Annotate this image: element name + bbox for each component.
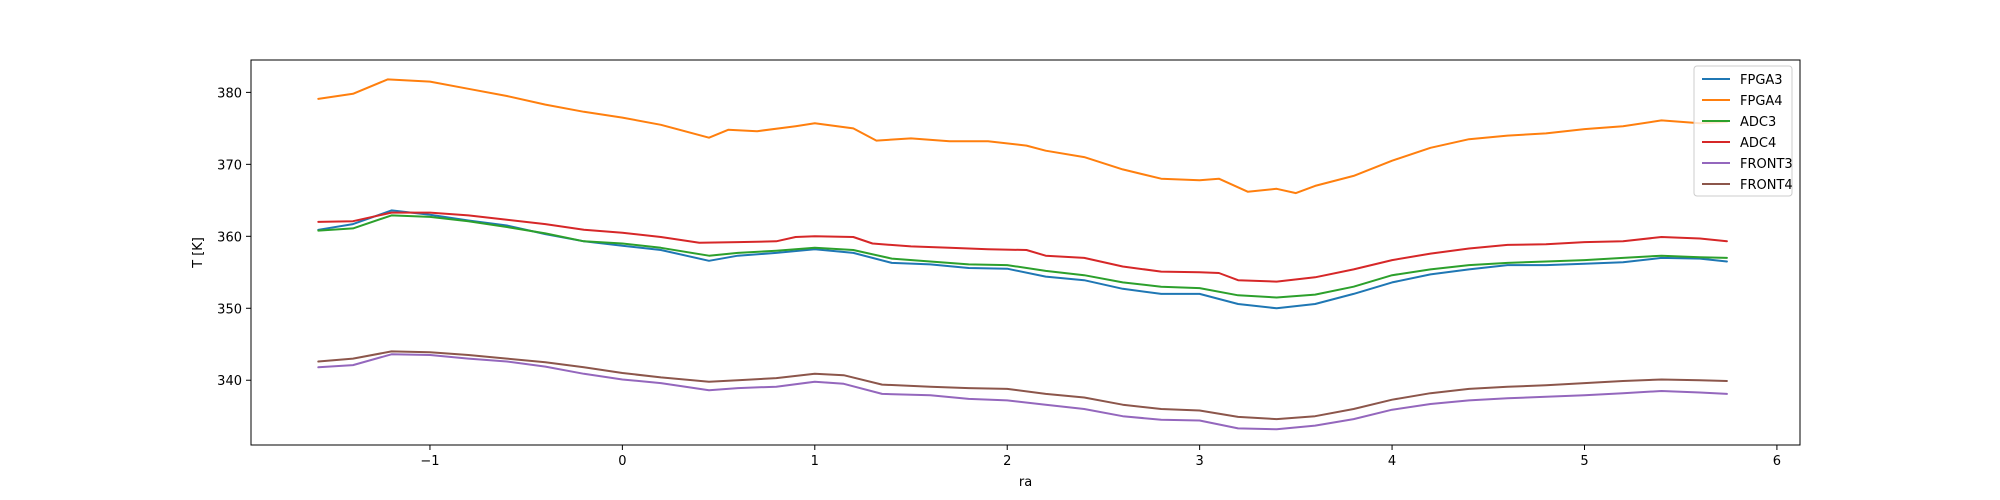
legend-label-front4: FRONT4 [1740,178,1793,193]
legend-label-adc4: ADC4 [1740,136,1776,151]
series-line-front3 [317,353,1728,431]
x-tick-label: 2 [1003,454,1011,469]
x-axis-ticks: −1 0 1 2 3 4 5 6 [420,445,1781,469]
y-axis-ticks: 340 350 360 370 380 [217,86,251,389]
x-tick-label: −1 [420,454,439,469]
series-line-fpga3 [317,209,1728,310]
x-tick-label: 5 [1580,454,1588,469]
y-tick-label: 380 [217,86,242,101]
x-tick-label: 4 [1388,454,1396,469]
x-tick-label: 0 [618,454,626,469]
y-tick-label: 340 [217,374,242,389]
series-line-adc4 [317,211,1728,283]
series-line-adc3 [317,214,1728,299]
x-tick-label: 1 [811,454,819,469]
legend-label-fpga3: FPGA3 [1740,73,1783,88]
legend-label-front3: FRONT3 [1740,157,1793,172]
series-layer [317,78,1728,431]
series-line-front4 [317,350,1728,421]
series-line-fpga4 [317,78,1728,195]
y-axis-label: T [K] [191,237,206,269]
legend-label-adc3: ADC3 [1740,115,1776,130]
plot-frame [250,59,1801,446]
y-tick-label: 370 [217,158,242,173]
x-tick-label: 6 [1773,454,1781,469]
y-tick-label: 360 [217,230,242,245]
legend-label-fpga4: FPGA4 [1740,94,1783,109]
x-axis-label: ra [1019,475,1032,490]
y-tick-label: 350 [217,302,242,317]
x-tick-label: 3 [1196,454,1204,469]
legend: FPGA3 FPGA4 ADC3 ADC4 FRONT3 FRONT4 [1693,65,1793,197]
